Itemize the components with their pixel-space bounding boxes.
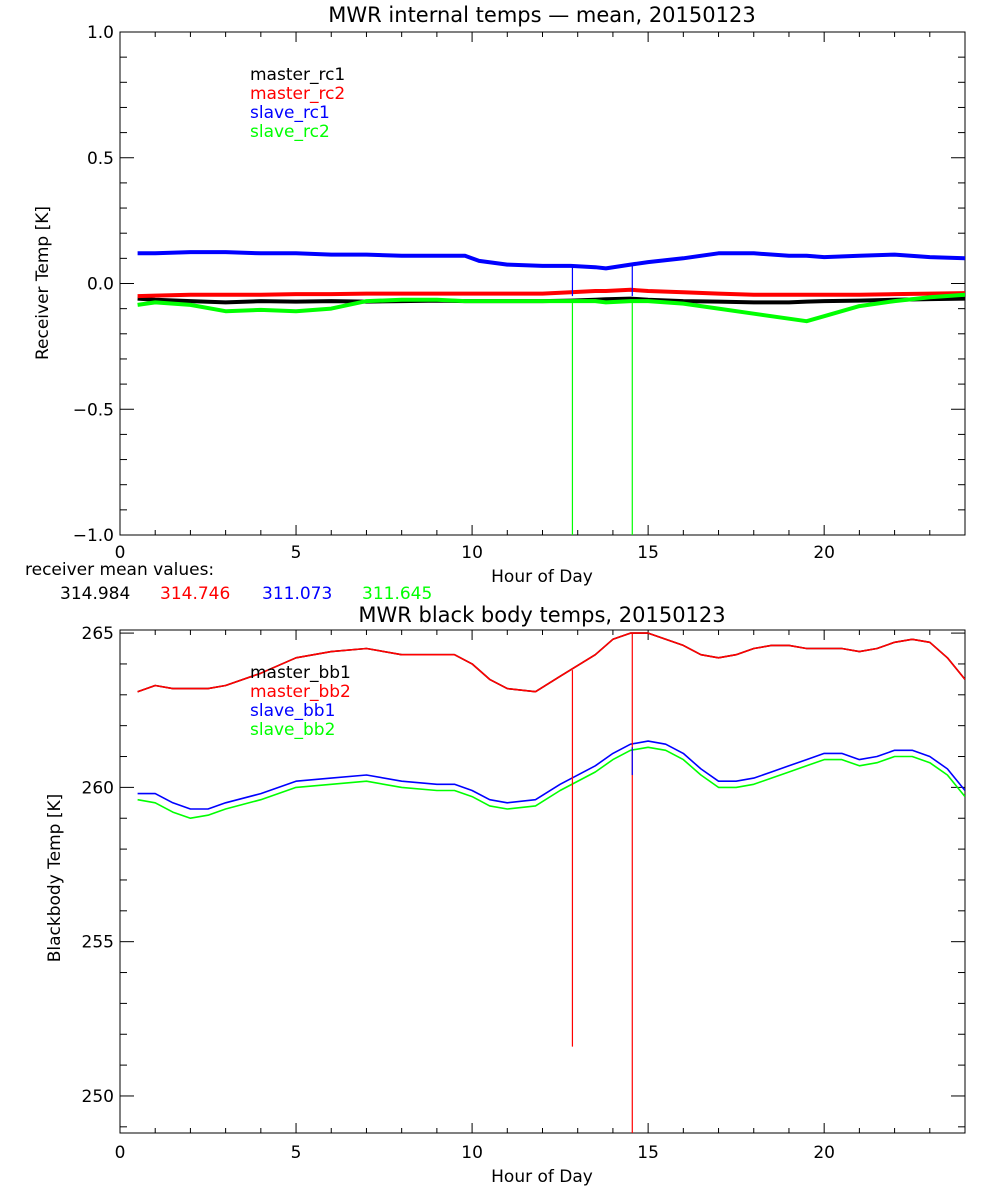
y-tick-label: −1.0 [73, 526, 114, 546]
black-body-temps-chart: MWR black body temps, 20150123 0 5 10 15 20 … [45, 603, 966, 1187]
receiver-mean-values: receiver mean values: 314.984 314.746 31… [25, 560, 432, 604]
x-tick-label: 0 [115, 543, 126, 563]
x-tick-label: 20 [813, 1143, 835, 1163]
y-tick-label: 255 [82, 933, 114, 953]
series-line-master_rc2 [137, 287, 965, 299]
legend-entry-slave_rc2: slave_rc2 [250, 122, 330, 142]
y-axis-label: Receiver Temp [K] [33, 206, 53, 360]
x-tick-label: 10 [461, 1143, 483, 1163]
y-tick-label: 0.5 [87, 149, 114, 169]
legend-entry-slave_bb2: slave_bb2 [250, 720, 335, 740]
y-tick-label: 0.0 [87, 275, 114, 295]
x-tick-labels: 0 5 10 15 20 [115, 1143, 835, 1163]
x-tick-label: 20 [813, 543, 835, 563]
y-axis-label: Blackbody Temp [K] [45, 794, 65, 963]
receiver-mean-label: receiver mean values: [25, 560, 214, 580]
series-line-slave_rc1 [137, 250, 965, 271]
plot-frame [119, 629, 966, 1134]
y-tick-label: 260 [82, 778, 114, 798]
receiver-mean-value-master-rc1: 314.984 [60, 584, 130, 604]
series-line-master_bb2 [137, 632, 965, 693]
y-tick-labels: 250 255 260 265 [82, 624, 114, 1107]
plot-frame [119, 31, 966, 536]
receiver-mean-value-slave-rc1: 311.073 [262, 584, 332, 604]
series-line-slave_bb2 [137, 746, 965, 820]
legend-entry-slave_bb1: slave_bb1 [250, 701, 335, 721]
x-axis-label: Hour of Day [491, 567, 593, 587]
x-tick-label: 5 [291, 1143, 302, 1163]
spike-group [571, 633, 633, 1133]
legend-entry-master_rc2: master_rc2 [250, 84, 345, 104]
legend-entry-master_bb2: master_bb2 [250, 682, 351, 702]
x-axis-label: Hour of Day [491, 1167, 593, 1187]
y-tick-label: 250 [82, 1087, 114, 1107]
series-group [137, 632, 965, 820]
spike-group [571, 263, 633, 535]
x-tick-label: 0 [115, 1143, 126, 1163]
x-tick-label: 15 [637, 543, 659, 563]
y-tick-label: 265 [82, 624, 114, 644]
internal-temps-chart: MWR internal temps — mean, 20150123 0 5 10… [33, 3, 966, 587]
legend-entry-master_rc1: master_rc1 [250, 65, 345, 85]
y-tick-label: 1.0 [87, 23, 114, 43]
series-line-slave_rc2 [137, 292, 965, 324]
axis-ticks [119, 630, 966, 1133]
legend-entry-master_bb1: master_bb1 [250, 663, 351, 683]
legend-entry-slave_rc1: slave_rc1 [250, 103, 330, 123]
x-tick-labels: 0 5 10 15 20 [115, 543, 835, 563]
series-line-slave_bb1 [137, 740, 965, 810]
axis-ticks [119, 31, 966, 536]
x-tick-label: 10 [461, 543, 483, 563]
series-group [137, 250, 965, 324]
y-tick-labels: −1.0 −0.5 0.0 0.5 1.0 [73, 23, 114, 546]
y-tick-label: −0.5 [73, 400, 114, 420]
chart-title: MWR internal temps — mean, 20150123 [328, 3, 755, 27]
x-tick-label: 5 [291, 543, 302, 563]
chart-title: MWR black body temps, 20150123 [358, 603, 725, 627]
receiver-mean-value-master-rc2: 314.746 [160, 584, 230, 604]
receiver-mean-value-slave-rc2: 311.645 [362, 584, 432, 604]
x-tick-label: 15 [637, 1143, 659, 1163]
